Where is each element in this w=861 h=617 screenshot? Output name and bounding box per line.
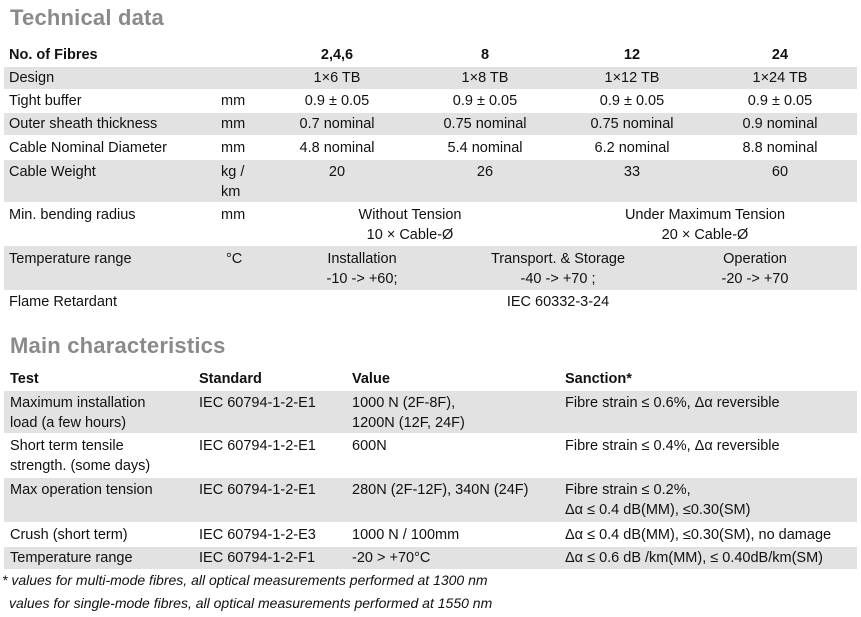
row-label: Cable Nominal Diameter (9, 140, 167, 156)
value-cell: 280N (2F-12F), 340N (24F) (352, 482, 529, 498)
col-header-3: 12 (623, 47, 641, 63)
col-header-2: 8 (480, 47, 490, 63)
fibres-label: No. of Fibres (9, 47, 98, 63)
value-cell: 600N (352, 438, 387, 454)
sanction-cell: Fibre strain ≤ 0.4%, Δα reversible (565, 438, 780, 454)
row-value: 5.4 nominal (447, 140, 523, 156)
row-value: 0.75 nominal (443, 116, 527, 132)
temp-operation: Operation -20 -> +70 (721, 251, 789, 287)
row-label: Cable Weight (9, 164, 96, 180)
characteristics-header-row: Test Standard Value Sanction* (4, 368, 857, 390)
row-value: 8.8 nominal (742, 140, 818, 156)
row-label: Flame Retardant (9, 294, 117, 310)
row-value: 1×12 TB (604, 70, 660, 86)
row-unit: °C (226, 251, 243, 267)
test-cell: Temperature range (10, 550, 133, 566)
row-value: 4.8 nominal (299, 140, 375, 156)
col-header-4: 24 (771, 47, 789, 63)
row-value: 1×8 TB (461, 70, 509, 86)
sanction-cell: Fibre strain ≤ 0.6%, Δα reversible (565, 395, 780, 411)
col-header-sanction: Sanction* (565, 371, 632, 387)
row-value: 1×24 TB (752, 70, 808, 86)
col-header-test: Test (10, 371, 39, 387)
row-value: 0.9 ± 0.05 (452, 93, 518, 109)
standard-cell: IEC 60794-1-2-E1 (199, 395, 316, 411)
row-label: Tight buffer (9, 93, 82, 109)
col-header-value: Value (352, 371, 390, 387)
characteristic-row: Crush (short term) IEC 60794-1-2-E3 1000… (4, 524, 857, 546)
row-unit: mm (221, 207, 246, 223)
characteristic-row: Short term tensile strength. (some days)… (4, 434, 857, 477)
col-header-standard: Standard (199, 371, 262, 387)
weight-row: Cable Weight kg / km 20 26 33 60 (4, 160, 857, 202)
bending-without-tension: Without Tension 10 × Cable-Ø (358, 207, 462, 243)
characteristic-row: Max operation tension IEC 60794-1-2-E1 2… (4, 478, 857, 522)
row-label: Min. bending radius (9, 207, 136, 223)
value-cell: 1000 N (2F-8F), 1200N (12F, 24F) (352, 395, 465, 431)
footnote-singlemode: values for single-mode fibres, all optic… (9, 595, 493, 611)
row-value: 0.7 nominal (299, 116, 375, 132)
sanction-cell: Fibre strain ≤ 0.2%, Δα ≤ 0.4 dB(MM), ≤0… (565, 482, 751, 518)
col-header-1: 2,4,6 (320, 47, 354, 63)
row-value: 33 (623, 164, 641, 180)
characteristic-row: Maximum installation load (a few hours) … (4, 391, 857, 433)
row-label: Outer sheath thickness (9, 116, 158, 132)
diameter-row: Cable Nominal Diameter mm 4.8 nominal 5.… (4, 137, 857, 159)
standard-cell: IEC 60794-1-2-E3 (199, 527, 316, 543)
standard-cell: IEC 60794-1-2-E1 (199, 482, 316, 498)
row-unit: kg / km (221, 164, 245, 200)
tight-buffer-row: Tight buffer mm 0.9 ± 0.05 0.9 ± 0.05 0.… (4, 90, 857, 112)
row-label: Design (9, 70, 55, 86)
row-label: Temperature range (9, 251, 132, 267)
row-value: 60 (771, 164, 789, 180)
sanction-cell: Δα ≤ 0.4 dB(MM), ≤0.30(SM), no damage (565, 527, 832, 543)
main-characteristics-heading: Main characteristics (10, 333, 226, 358)
row-value: 26 (476, 164, 494, 180)
row-unit: mm (221, 93, 246, 109)
row-value: 0.75 nominal (590, 116, 674, 132)
sanction-cell: Δα ≤ 0.6 dB /km(MM), ≤ 0.40dB/km(SM) (565, 550, 823, 566)
row-unit: mm (221, 140, 246, 156)
value-cell: -20 > +70°C (352, 550, 431, 566)
row-value: 0.9 ± 0.05 (599, 93, 665, 109)
standard-cell: IEC 60794-1-2-E1 (199, 438, 316, 454)
row-value: 20 (328, 164, 346, 180)
bending-max-tension: Under Maximum Tension 20 × Cable-Ø (624, 207, 786, 243)
footnote-multimode: * values for multi-mode fibres, all opti… (2, 572, 488, 588)
test-cell: Crush (short term) (10, 527, 128, 543)
row-value: 0.9 ± 0.05 (747, 93, 813, 109)
design-row: Design 1×6 TB 1×8 TB 1×12 TB 1×24 TB (4, 67, 857, 89)
row-value: 0.9 ± 0.05 (304, 93, 370, 109)
technical-header-row: No. of Fibres 2,4,6 8 12 24 (4, 44, 857, 66)
standard-cell: IEC 60794-1-2-F1 (199, 550, 316, 566)
temp-transport: Transport. & Storage -40 -> +70 ; (490, 251, 626, 287)
row-unit: mm (221, 116, 246, 132)
test-cell: Maximum installation load (a few hours) (10, 395, 146, 431)
technical-data-heading: Technical data (10, 5, 164, 30)
characteristic-row: Temperature range IEC 60794-1-2-F1 -20 >… (4, 547, 857, 569)
test-cell: Short term tensile strength. (some days) (10, 438, 151, 474)
outer-sheath-row: Outer sheath thickness mm 0.7 nominal 0.… (4, 113, 857, 135)
flame-row: Flame Retardant IEC 60332-3-24 (4, 291, 857, 313)
temp-installation: Installation -10 -> +60; (326, 251, 398, 287)
temperature-row: Temperature range °C Installation -10 ->… (4, 246, 857, 290)
row-value: 0.9 nominal (742, 116, 818, 132)
value-cell: 1000 N / 100mm (352, 527, 460, 543)
row-value: 1×6 TB (313, 70, 361, 86)
bending-row: Min. bending radius mm Without Tension 1… (4, 203, 857, 245)
flame-value: IEC 60332-3-24 (506, 294, 610, 310)
row-value: 6.2 nominal (594, 140, 670, 156)
test-cell: Max operation tension (10, 482, 153, 498)
